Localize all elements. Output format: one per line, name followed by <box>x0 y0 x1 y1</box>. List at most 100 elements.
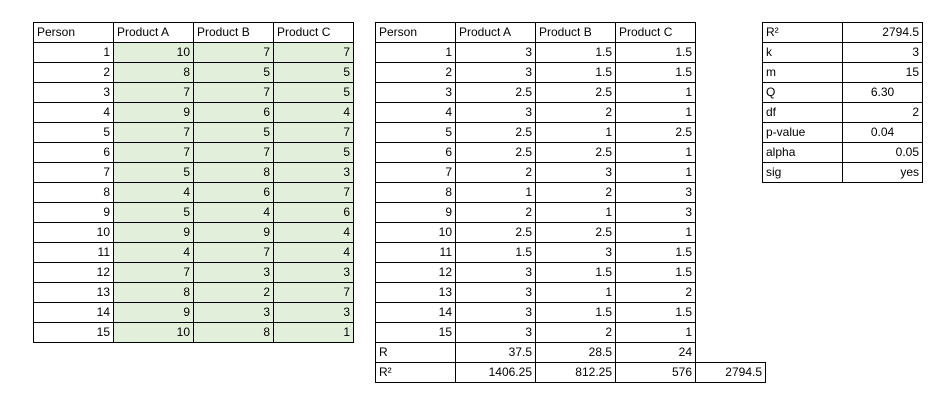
data-cell: 2 <box>535 102 616 123</box>
data-cell: 4 <box>113 242 194 263</box>
stat-label: df <box>762 102 843 123</box>
data-cell: 1.5 <box>615 242 696 263</box>
data-cell: 2 <box>535 322 616 343</box>
stat-value: 3 <box>842 42 923 63</box>
data-cell: 8 <box>193 322 274 343</box>
data-cell: 10 <box>113 322 194 343</box>
data-cell: 9 <box>113 302 194 323</box>
data-cell: 10 <box>113 42 194 63</box>
stat-value: 2794.5 <box>842 22 923 43</box>
data-cell: 2.5 <box>455 222 536 243</box>
stat-label: alpha <box>762 142 843 163</box>
data-cell: 14 <box>375 302 456 323</box>
data-cell: 3 <box>455 102 536 123</box>
total-cell: 1406.25 <box>455 362 536 383</box>
data-cell: 3 <box>273 262 354 283</box>
data-cell: 6 <box>193 102 274 123</box>
data-cell: 3 <box>455 62 536 83</box>
total-cell: R <box>375 342 456 363</box>
data-cell: 1 <box>535 202 616 223</box>
data-cell: 4 <box>33 102 114 123</box>
data-cell: 6 <box>193 182 274 203</box>
data-cell: 1.5 <box>615 42 696 63</box>
data-cell: 6 <box>273 202 354 223</box>
data-cell: 2.5 <box>615 122 696 143</box>
total-cell: 24 <box>615 342 696 363</box>
stat-value: 0.04 <box>842 122 923 143</box>
data-cell: 13 <box>375 282 456 303</box>
data-cell: 1 <box>615 322 696 343</box>
header-cell: Product B <box>193 22 274 43</box>
data-cell: 7 <box>113 82 194 103</box>
data-cell: 2 <box>375 62 456 83</box>
stat-label: R² <box>762 22 843 43</box>
data-cell: 3 <box>193 302 274 323</box>
stat-value: 2 <box>842 102 923 123</box>
data-cell: 1.5 <box>535 62 616 83</box>
data-cell: 3 <box>455 42 536 63</box>
stat-value: 0.05 <box>842 142 923 163</box>
data-cell: 7 <box>193 42 274 63</box>
total-cell: 2794.5 <box>695 362 766 383</box>
header-cell: Product A <box>113 22 194 43</box>
stat-value: 15 <box>842 62 923 83</box>
data-cell: 9 <box>193 222 274 243</box>
header-cell: Person <box>375 22 456 43</box>
data-cell: 3 <box>375 82 456 103</box>
stat-value: yes <box>842 162 923 183</box>
data-cell: 1.5 <box>535 302 616 323</box>
data-cell: 8 <box>113 282 194 303</box>
data-cell: 1 <box>273 322 354 343</box>
data-cell: 1 <box>615 102 696 123</box>
data-cell: 3 <box>455 322 536 343</box>
data-cell: 7 <box>193 242 274 263</box>
data-cell: 3 <box>33 82 114 103</box>
data-cell: 3 <box>455 282 536 303</box>
stat-label: p-value <box>762 122 843 143</box>
data-cell: 2 <box>33 62 114 83</box>
data-cell: 5 <box>193 62 274 83</box>
data-cell: 4 <box>273 102 354 123</box>
data-cell: 7 <box>273 42 354 63</box>
data-cell: 2.5 <box>455 142 536 163</box>
data-cell: 3 <box>273 302 354 323</box>
data-cell: 6 <box>33 142 114 163</box>
data-cell: 5 <box>273 82 354 103</box>
data-cell: 7 <box>273 122 354 143</box>
data-cell: 7 <box>273 182 354 203</box>
header-cell: Product C <box>273 22 354 43</box>
data-cell: 10 <box>375 222 456 243</box>
data-cell: 4 <box>193 202 274 223</box>
data-cell: 2.5 <box>455 82 536 103</box>
data-cell: 1.5 <box>615 62 696 83</box>
data-cell: 1 <box>33 42 114 63</box>
data-cell: 5 <box>375 122 456 143</box>
data-cell: 2 <box>455 202 536 223</box>
stat-label: sig <box>762 162 843 183</box>
data-cell: 1.5 <box>535 42 616 63</box>
data-cell: 11 <box>375 242 456 263</box>
total-cell: 28.5 <box>535 342 616 363</box>
data-cell: 1 <box>615 82 696 103</box>
data-cell: 3 <box>193 262 274 283</box>
data-cell: 2 <box>455 162 536 183</box>
data-cell: 2.5 <box>535 142 616 163</box>
data-cell: 2 <box>535 182 616 203</box>
data-cell: 8 <box>33 182 114 203</box>
data-cell: 9 <box>113 102 194 123</box>
data-cell: 5 <box>193 122 274 143</box>
data-cell: 9 <box>113 222 194 243</box>
data-cell: 2 <box>193 282 274 303</box>
data-cell: 2.5 <box>455 122 536 143</box>
header-cell: Product C <box>615 22 696 43</box>
data-cell: 6 <box>375 142 456 163</box>
data-cell: 4 <box>113 182 194 203</box>
data-cell: 7 <box>113 142 194 163</box>
data-cell: 8 <box>375 182 456 203</box>
data-cell: 5 <box>273 62 354 83</box>
data-cell: 5 <box>113 162 194 183</box>
stat-value: 6.30 <box>842 82 923 103</box>
data-cell: 9 <box>33 202 114 223</box>
data-cell: 5 <box>113 202 194 223</box>
data-cell: 3 <box>535 162 616 183</box>
